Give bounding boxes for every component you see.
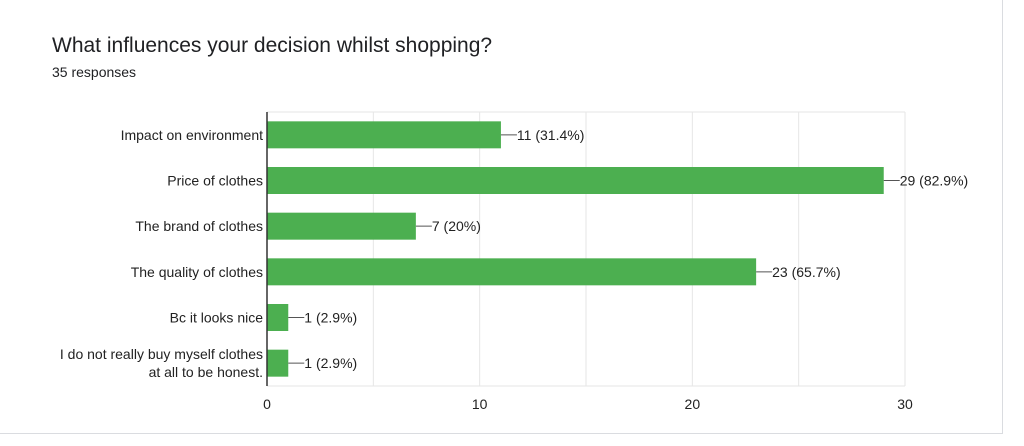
data-label: 1 (2.9%): [304, 355, 357, 371]
category-label: The brand of clothes: [135, 218, 263, 234]
bar: [267, 167, 884, 194]
data-label: 1 (2.9%): [304, 310, 357, 326]
chart-card: What influences your decision whilst sho…: [0, 0, 1003, 434]
bar: [267, 304, 289, 331]
x-tick-label: 20: [685, 396, 701, 412]
category-label: Impact on environment: [121, 127, 264, 143]
category-label: The quality of clothes: [131, 264, 263, 280]
response-count: 35 responses: [52, 64, 137, 80]
x-tick-label: 0: [263, 396, 271, 412]
bar: [267, 258, 757, 286]
data-label: 7 (20%): [432, 218, 481, 234]
bar: [267, 212, 416, 240]
category-label: at all to be honest.: [149, 364, 263, 380]
data-label: 11 (31.4%): [517, 127, 584, 143]
data-label: 23 (65.7%): [772, 264, 840, 280]
bar: [267, 121, 501, 149]
category-label: Bc it looks nice: [170, 310, 264, 326]
data-label: 29 (82.9%): [900, 173, 968, 189]
x-tick-label: 10: [472, 396, 488, 412]
x-tick-label: 30: [897, 396, 913, 412]
category-label: Price of clothes: [167, 173, 263, 189]
question-title: What influences your decision whilst sho…: [52, 34, 493, 57]
bar: [267, 349, 289, 377]
category-label: I do not really buy myself clothes: [60, 346, 263, 362]
